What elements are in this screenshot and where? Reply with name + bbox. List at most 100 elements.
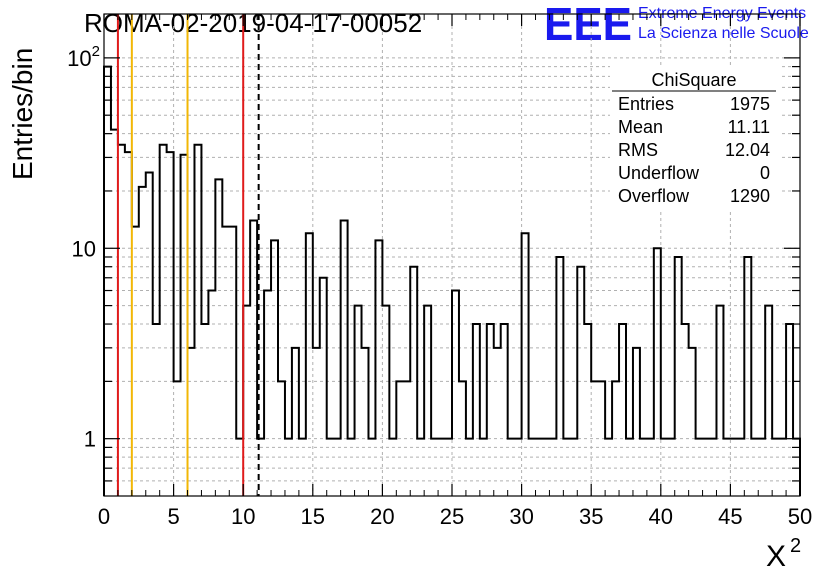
histogram-bin [689,348,696,496]
histogram-bin [181,155,188,496]
stats-row-label: Underflow [618,163,700,183]
histogram-bin [508,439,515,496]
stats-row-label: RMS [618,140,658,160]
histogram-bin [584,324,591,496]
histogram-bin [577,267,584,496]
y-tick-label: 1 [84,427,96,452]
y-tick-label: 102 [67,43,100,71]
stats-row-label: Entries [618,94,674,114]
histogram-bin [612,381,619,496]
x-tick-label: 15 [301,504,325,529]
x-tick-label: 5 [167,504,179,529]
histogram-bin [765,306,772,496]
histogram-bin [598,381,605,496]
histogram-bin [410,267,417,496]
histogram-bin [348,439,355,496]
histogram-bin [703,439,710,496]
histogram-bin [167,152,174,496]
histogram-bin [459,381,466,496]
histogram-bin [501,324,508,496]
stats-row-value: 0 [760,163,770,183]
stats-row-value: 12.04 [725,140,770,160]
histogram-bin [174,381,181,496]
histogram-bin [194,145,201,496]
x-tick-label: 20 [370,504,394,529]
x-tick-label: 40 [649,504,673,529]
histogram-bin [417,439,424,496]
histogram-bin [758,439,765,496]
logo-letters: EEE [544,0,632,50]
histogram-bin [139,187,146,496]
histogram-bin [208,291,215,496]
histogram-bin [647,439,654,496]
histogram-bin [215,179,222,496]
histogram-bin [556,257,563,496]
stats-row-value: 11.11 [728,117,770,137]
histogram-bars [103,65,801,496]
histogram-bin [536,439,543,496]
stats-row-value: 1975 [730,94,770,114]
histogram-bin [494,348,501,496]
x-axis-label: X 2 [766,535,801,573]
histogram-bin [368,439,375,496]
histogram-bin [125,152,132,496]
x-tick-label: 30 [509,504,533,529]
x-tick-label: 25 [440,504,464,529]
histogram-bin [786,324,793,496]
plot-frame [103,13,801,497]
reference-lines [116,14,260,496]
histogram-bin [452,291,459,496]
histogram-bin [320,278,327,496]
histogram-bin [111,130,118,496]
histogram-bin [313,348,320,496]
histogram-bin [375,240,382,496]
histogram-bin [661,439,668,496]
histogram-bin [710,439,717,496]
x-axis-label-base: X [766,540,786,572]
histogram-bin [619,324,626,496]
histogram-bin [487,324,494,496]
stats-title: ChiSquare [651,70,736,90]
histogram-bin [396,381,403,496]
x-tick-label: 50 [788,504,812,529]
stats-row-value: 1290 [730,186,770,206]
x-tick-label: 0 [98,504,110,529]
y-axis-label: Entries/bin [7,48,38,180]
histogram-bin [334,439,341,496]
histogram-bin [473,324,480,496]
histogram-bin [737,439,744,496]
histogram-bin [146,173,153,496]
histogram-bin [201,324,208,496]
histogram-bin [730,439,737,496]
histogram-bin [779,439,786,496]
histogram-bin [563,439,570,496]
logo-line-2: La Scienza nelle Scuole [638,25,809,42]
histogram-bin [654,248,661,496]
histogram-bin [716,306,723,496]
histogram-bin [327,439,334,496]
histogram-bin [362,348,369,496]
histogram-bin [285,439,292,496]
x-tick-label: 45 [718,504,742,529]
histogram-bin [153,324,160,496]
histogram-bin [299,439,306,496]
histogram-bin [250,220,257,496]
histogram-bin [626,439,633,496]
stats-box: ChiSquare Entries 1975 Mean 11.11 RMS 12.04 Un… [610,66,780,212]
histogram-bin [243,306,250,496]
histogram-bin [292,348,299,496]
histogram-bin [341,220,348,496]
histogram-bin [570,439,577,496]
histogram-bin [668,439,675,496]
histogram-bin [696,439,703,496]
histogram-bin [264,291,271,496]
y-tick-label: 10 [72,236,96,261]
axes: 0 5 10 15 20 25 30 35 40 45 50 102 10 1 [67,14,812,529]
eee-logo: EEE Extreme Energy Events La Scienza nel… [544,0,809,50]
histogram-outline [103,65,801,496]
stats-row-label: Overflow [618,186,690,206]
histogram-bin [605,439,612,496]
histogram-bin [431,439,438,496]
histogram-bin [236,439,243,496]
